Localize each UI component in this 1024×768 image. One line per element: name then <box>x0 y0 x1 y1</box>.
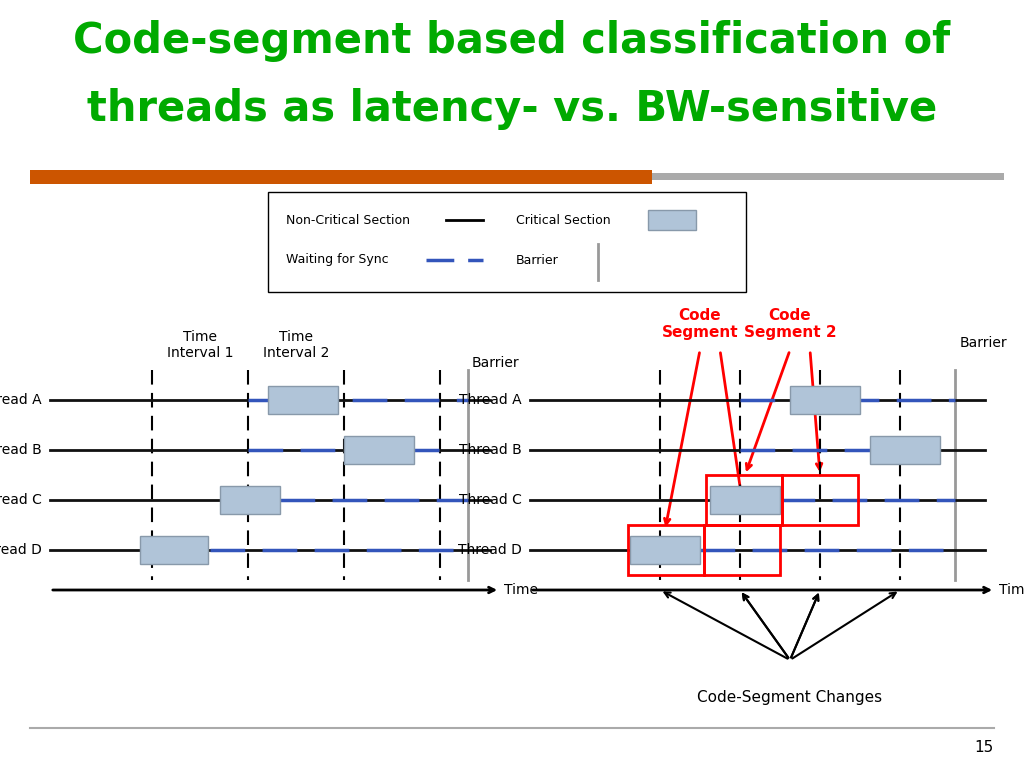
Text: Time: Time <box>504 583 538 597</box>
Text: Thread C: Thread C <box>0 493 42 507</box>
Text: Time
Interval 2: Time Interval 2 <box>263 329 329 360</box>
Text: threads as latency- vs. BW-sensitive: threads as latency- vs. BW-sensitive <box>87 88 937 130</box>
Text: Waiting for Sync: Waiting for Sync <box>286 253 389 266</box>
Bar <box>140 536 208 564</box>
Text: Barrier: Barrier <box>472 356 519 370</box>
Text: Time: Time <box>999 583 1024 597</box>
Text: Time
Interval 1: Time Interval 1 <box>167 329 233 360</box>
Bar <box>790 386 860 414</box>
Bar <box>268 192 746 292</box>
Bar <box>30 170 652 184</box>
Text: Thread C: Thread C <box>459 493 522 507</box>
Bar <box>268 386 338 414</box>
Bar <box>870 436 940 464</box>
Text: Code-segment based classification of: Code-segment based classification of <box>74 20 950 62</box>
Text: Barrier: Barrier <box>516 253 559 266</box>
Text: Thread B: Thread B <box>459 443 522 457</box>
Text: Thread D: Thread D <box>0 543 42 557</box>
Bar <box>344 436 414 464</box>
Bar <box>220 486 280 514</box>
Bar <box>782 475 858 525</box>
Bar <box>706 475 782 525</box>
Text: Code
Segment: Code Segment <box>662 308 738 340</box>
Bar <box>710 486 780 514</box>
Text: Code
Segment 2: Code Segment 2 <box>743 308 837 340</box>
Bar <box>630 536 700 564</box>
Bar <box>628 525 705 575</box>
Text: Thread A: Thread A <box>460 393 522 407</box>
Bar <box>648 210 696 230</box>
Bar <box>652 173 1004 180</box>
Text: Code-Segment Changes: Code-Segment Changes <box>697 690 883 705</box>
Text: Barrier: Barrier <box>961 336 1008 350</box>
Bar <box>705 525 780 575</box>
Text: Non-Critical Section: Non-Critical Section <box>286 214 410 227</box>
Text: Critical Section: Critical Section <box>516 214 610 227</box>
Text: Thread B: Thread B <box>0 443 42 457</box>
Text: Thread A: Thread A <box>0 393 42 407</box>
Text: 15: 15 <box>975 740 994 755</box>
Text: Thread D: Thread D <box>458 543 522 557</box>
